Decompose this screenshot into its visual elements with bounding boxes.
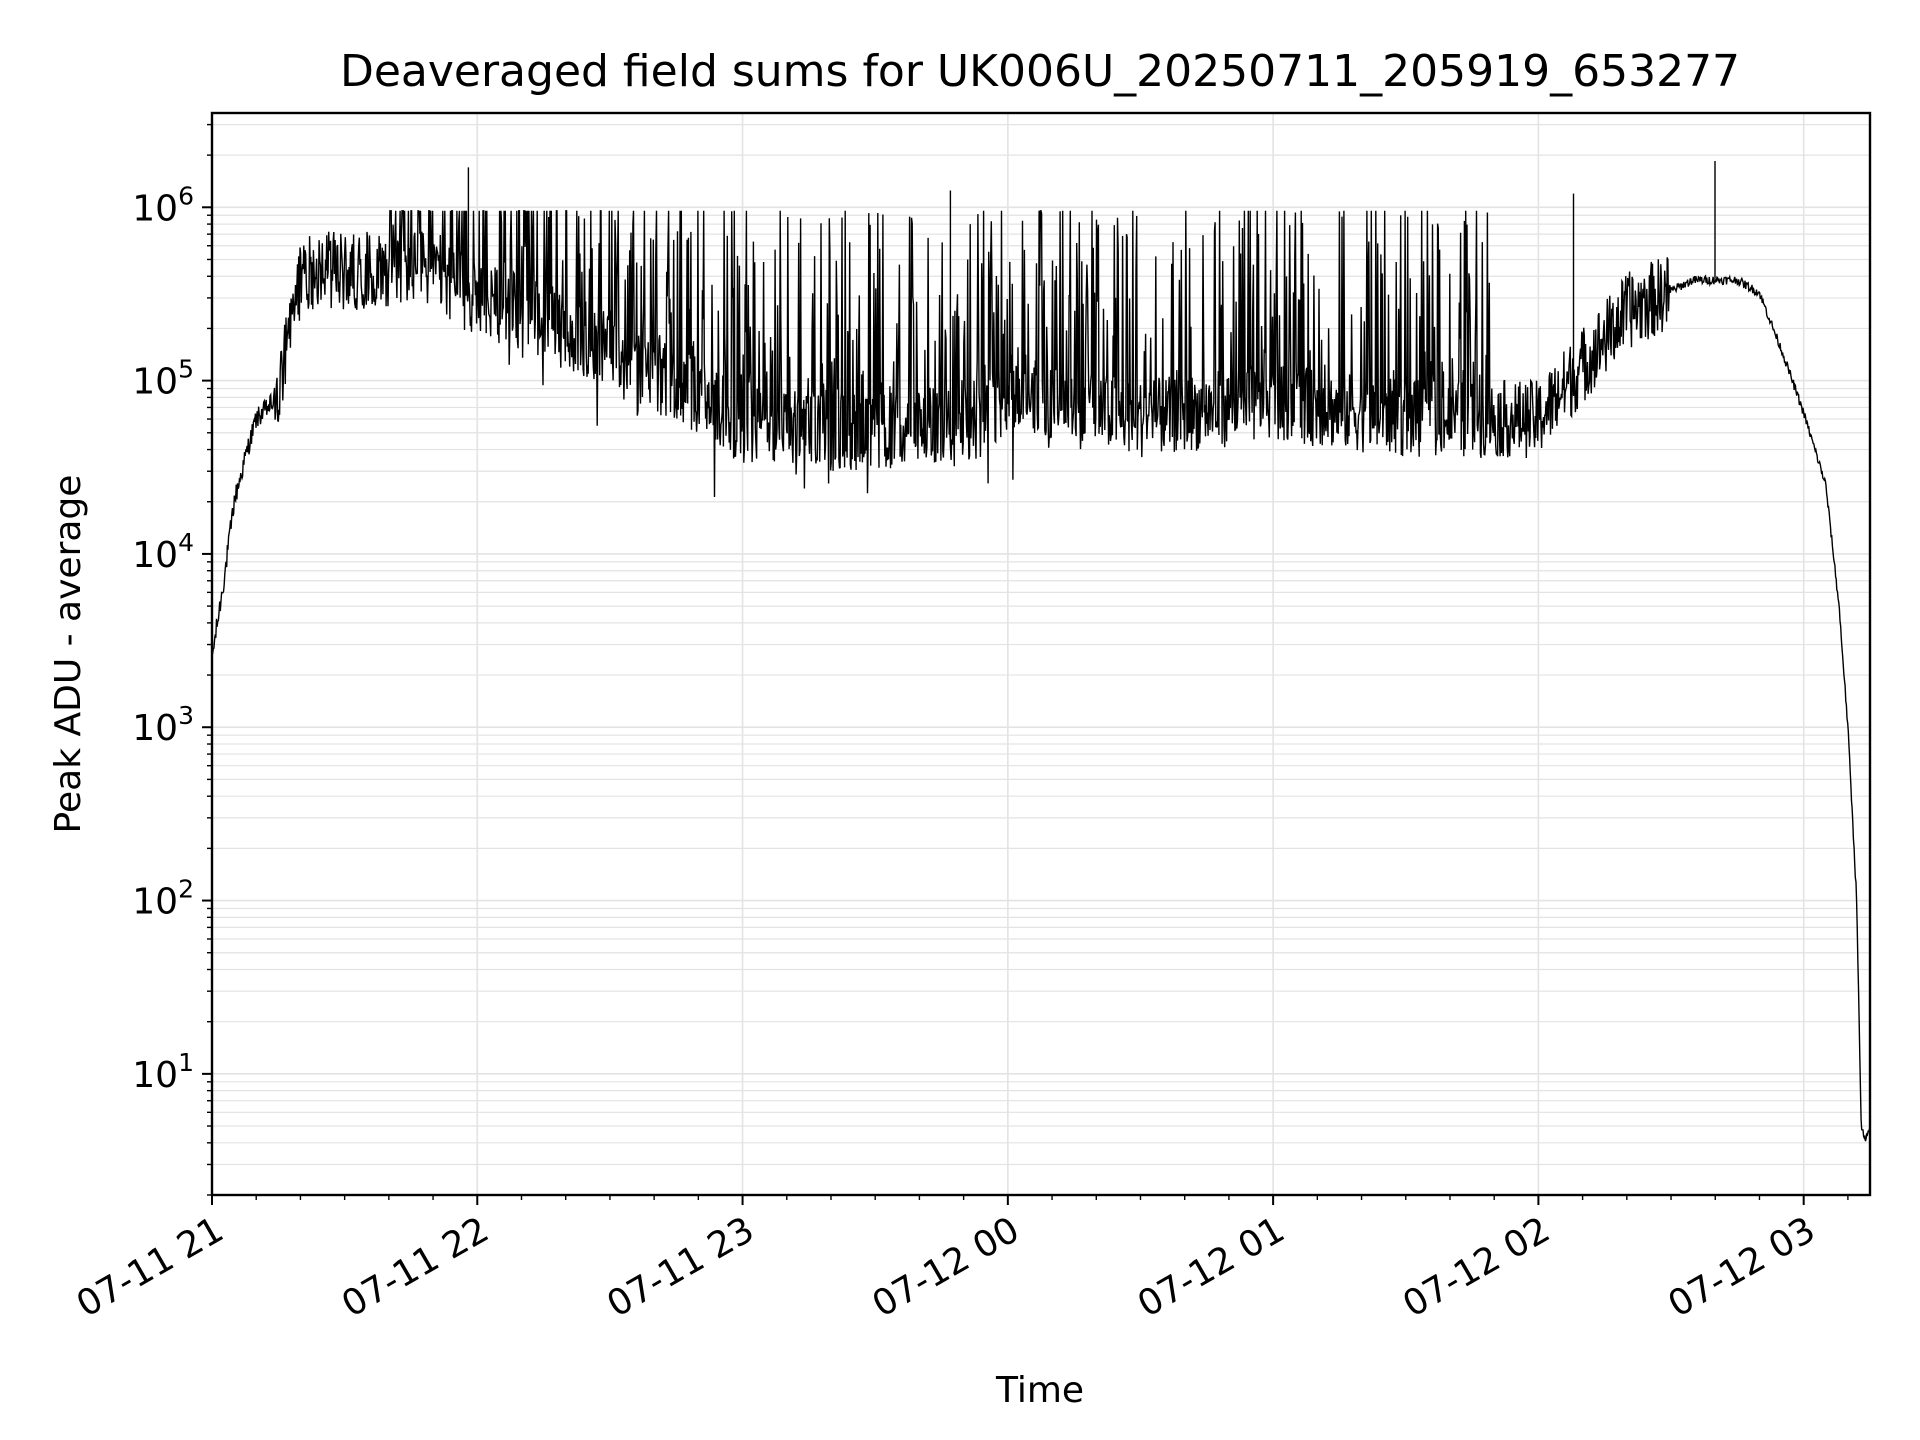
x-tick-label: 07-12 00 [866, 1209, 1027, 1325]
plot-area [212, 161, 1870, 1142]
y-tick-label: 101 [132, 1048, 194, 1096]
y-tick-label: 103 [132, 701, 194, 749]
y-axis-label: Peak ADU - average [48, 475, 89, 834]
plot-frame [210, 111, 1872, 1197]
y-tick-label: 106 [132, 181, 194, 229]
x-tick-label: 07-12 02 [1396, 1209, 1557, 1325]
grid-lines [211, 113, 1870, 1196]
y-tick-label: 105 [132, 355, 194, 403]
chart-title: Deaveraged field sums for UK006U_2025071… [340, 46, 1740, 97]
x-tick-label: 07-11 23 [600, 1209, 761, 1325]
x-axis-label: Time [995, 1370, 1084, 1411]
y-axis: 101 102 103 104 105 106 [132, 123, 212, 1196]
y-tick-label: 102 [132, 875, 194, 923]
x-tick-label: 07-11 21 [70, 1209, 231, 1325]
y-tick-label: 104 [132, 528, 194, 576]
x-axis: 07-11 21 07-11 22 07-11 23 07-12 00 07-12 01… [70, 1195, 1849, 1326]
x-tick-label: 07-11 22 [335, 1209, 496, 1325]
series-line [212, 161, 1870, 1142]
x-tick-label: 07-12 01 [1131, 1209, 1292, 1325]
x-tick-label: 07-12 03 [1662, 1209, 1823, 1325]
